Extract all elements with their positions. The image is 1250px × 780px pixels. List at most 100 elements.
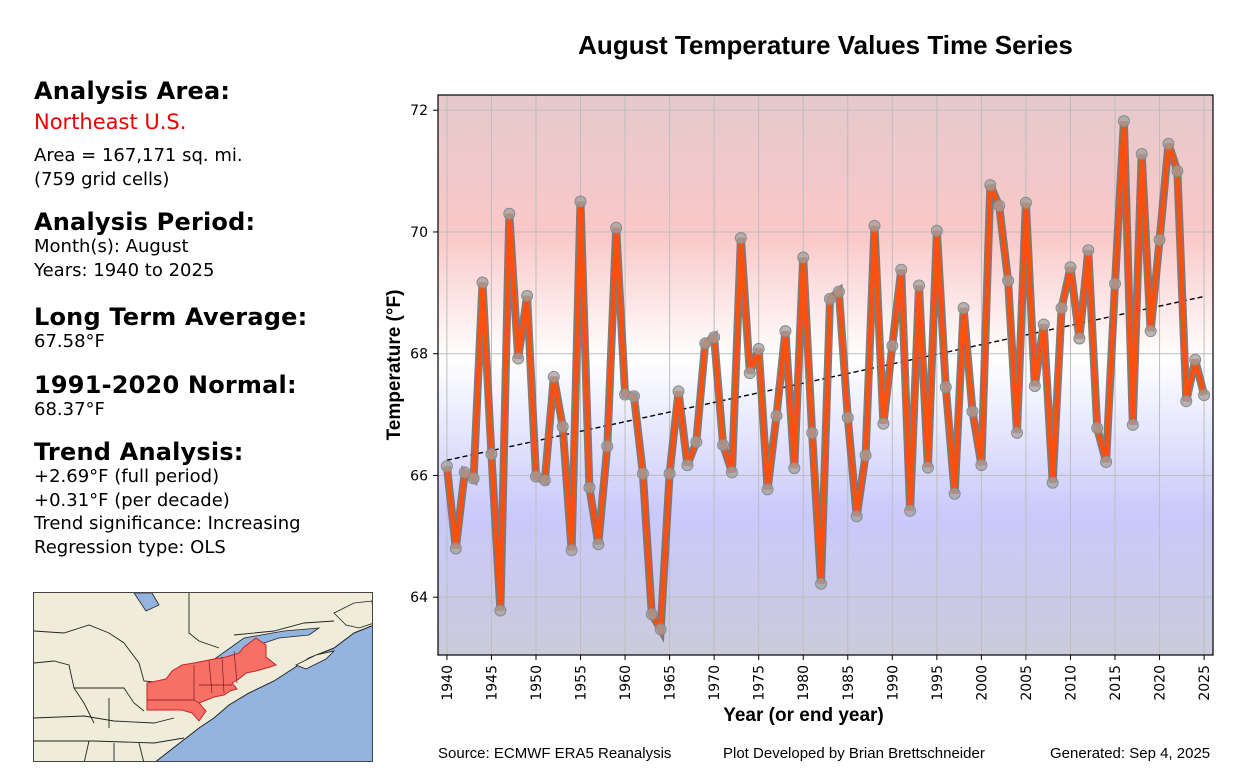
data-point [993,199,1006,212]
normal-value: 68.37°F [34,398,105,420]
data-point [1082,244,1095,257]
months-text: Month(s): August [34,236,189,257]
info-panel: Analysis Area: Northeast U.S. Area = 167… [34,76,384,559]
data-point [1198,389,1211,402]
data-point [1162,137,1175,150]
data-point [913,279,926,292]
x-axis-label: Year (or end year) [723,705,884,726]
map-lake [133,593,160,612]
data-point [672,385,685,398]
series-group [440,115,1211,643]
data-point [832,285,845,298]
data-point [886,339,899,352]
data-point [476,276,489,289]
data-point [503,207,516,220]
x-tick-label: 2025 [1197,665,1213,701]
data-point [1153,233,1166,246]
data-point [877,417,890,430]
region-name: Northeast U.S. [34,110,187,134]
data-point [770,409,783,422]
data-point [449,542,462,555]
data-point [592,538,605,551]
analysis-area-heading: Analysis Area: [34,77,231,105]
trend-per-decade: +0.31°F (per decade) [34,489,230,511]
data-point [521,289,534,302]
data-point [654,623,667,636]
x-tick-label: 2020 [1153,665,1169,701]
grid-lines [438,95,1213,655]
data-point [975,459,988,472]
data-point [1037,318,1050,331]
data-point [984,179,997,192]
data-point [966,405,979,418]
data-point [939,381,952,394]
data-point [440,460,453,473]
series-line [444,121,1207,637]
data-point [1073,332,1086,345]
data-point [779,325,792,338]
data-point [538,474,551,487]
x-tick-label: 1970 [707,665,723,701]
chart-title: August Temperature Values Time Series [578,30,1073,60]
data-point [859,449,872,462]
y-axis: 64 66 68 70 72 [410,103,438,606]
data-point [512,352,525,365]
data-point [610,221,623,234]
footer-generated: Generated: Sep 4, 2025 [1050,745,1211,762]
data-point [797,251,810,264]
data-point [725,466,738,479]
data-point [1180,395,1193,408]
data-point [583,481,596,494]
analysis-period-heading: Analysis Period: [34,208,256,236]
data-point [761,483,774,496]
data-point [494,604,507,617]
data-point [458,466,471,479]
data-point [717,439,730,451]
x-tick-label: 1990 [885,665,901,701]
data-point [1002,274,1015,287]
region-map-svg [34,593,372,761]
data-point [1046,476,1059,489]
y-tick-label: 64 [410,590,428,606]
data-point [1100,456,1113,469]
footer-credit: Plot Developed by Brian Brettschneider [723,745,985,762]
data-point [921,461,934,474]
data-point [663,467,676,480]
data-point [556,420,569,433]
x-tick-label: 1955 [574,665,590,701]
y-tick-label: 68 [410,347,428,363]
data-point [1028,379,1041,392]
data-point [752,342,765,355]
trend-significance: Trend significance: Increasing [34,513,301,534]
x-tick-label: 1995 [930,665,946,701]
data-point [1091,421,1104,434]
data-point [547,370,560,383]
data-point [708,331,721,344]
data-point [467,472,480,485]
x-tick-label: 2000 [974,665,990,701]
data-point [823,292,836,305]
normal-heading: 1991-2020 Normal: [34,370,297,399]
x-tick-label: 2005 [1019,665,1035,701]
data-point [850,510,863,523]
data-point [734,232,747,245]
data-point [743,367,756,380]
x-tick-label: 1945 [484,665,500,701]
map-northeast-state-lines [147,650,238,704]
data-point [1064,261,1077,274]
data-point [690,435,703,448]
data-point [1011,426,1024,439]
data-point [1117,115,1130,128]
data-point [788,462,801,475]
data-point [957,302,970,315]
region-map [33,592,373,762]
x-tick-label: 2015 [1108,665,1124,701]
data-point [1019,196,1032,209]
data-point [601,440,614,453]
data-point [930,224,943,237]
data-point [627,390,640,403]
long-term-average-heading: Long Term Average: [34,303,308,331]
data-point [1055,302,1068,315]
trend-analysis-heading: Trend Analysis: [34,438,244,466]
